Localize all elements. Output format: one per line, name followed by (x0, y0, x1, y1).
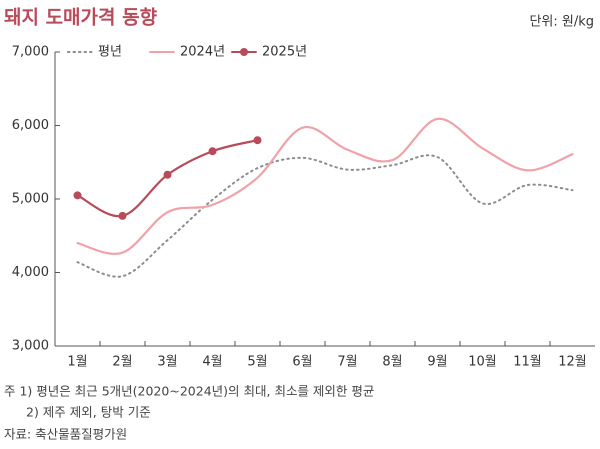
legend-label: 2024년 (180, 45, 225, 60)
point (163, 170, 172, 179)
series-line (76, 154, 574, 278)
point (253, 136, 262, 145)
note: 주 1) 평년은 최근 5개년(2020~2024년)의 최대, 최소를 제외한… (4, 384, 374, 399)
legend-marker (240, 48, 248, 56)
x-tick-label: 12월 (558, 355, 587, 370)
x-tick-label: 3월 (157, 355, 177, 370)
x-tick-label: 8월 (382, 355, 402, 370)
x-tick-label: 6월 (292, 355, 312, 370)
y-tick-label: 3,000 (12, 339, 49, 354)
x-tick-label: 2월 (112, 355, 132, 370)
legend-label: 2025년 (262, 45, 307, 60)
legend-label: 평년 (98, 45, 122, 60)
y-tick-label: 4,000 (12, 265, 49, 280)
y-tick-label: 6,000 (12, 118, 49, 133)
x-tick-label: 4월 (202, 355, 222, 370)
unit-label: 단위: 원/kg (529, 15, 594, 30)
point (73, 191, 82, 200)
note: 2) 제주 제외, 탕박 기준 (26, 405, 151, 420)
chart-title: 돼지 도매가격 동향 (4, 7, 158, 29)
point (208, 147, 217, 156)
x-tick-label: 9월 (427, 355, 447, 370)
x-tick-label: 7월 (337, 355, 357, 370)
point (118, 211, 127, 220)
y-tick-label: 7,000 (12, 45, 49, 60)
y-tick-label: 5,000 (12, 192, 49, 207)
series-line (76, 117, 574, 255)
x-tick-label: 1월 (67, 355, 87, 370)
source: 자료: 축산물품질평가원 (4, 427, 127, 442)
x-tick-label: 10월 (468, 355, 497, 370)
x-tick-label: 5월 (247, 355, 267, 370)
x-tick-label: 11월 (513, 355, 542, 370)
